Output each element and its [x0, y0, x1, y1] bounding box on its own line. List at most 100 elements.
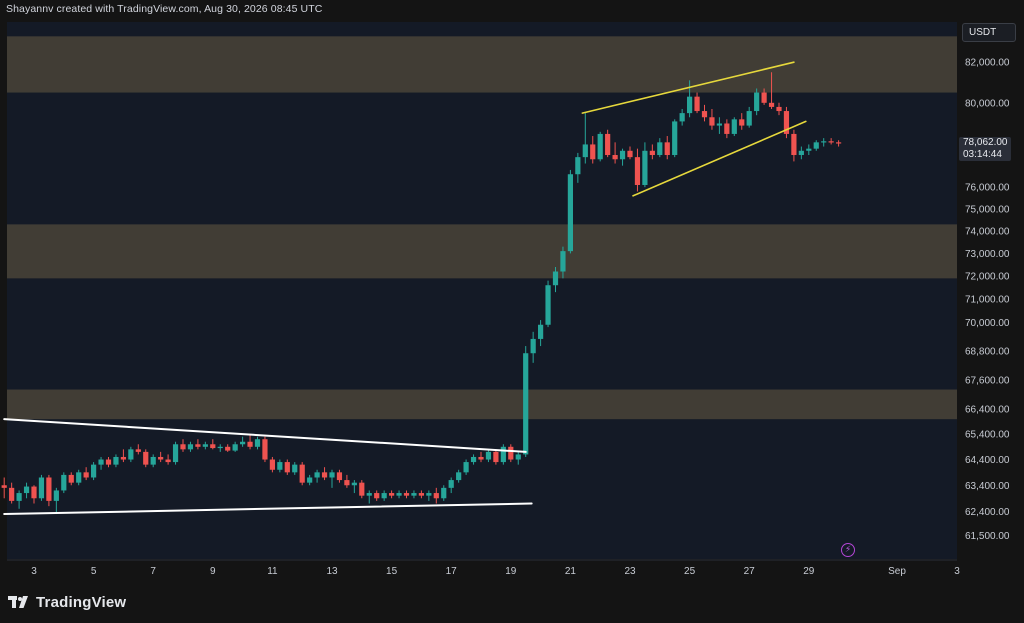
- candle: [694, 92, 700, 114]
- trendlines[interactable]: [3, 61, 807, 516]
- candle-body: [217, 446, 223, 449]
- candle-body: [210, 444, 216, 449]
- candle: [426, 490, 432, 501]
- candle-body: [612, 155, 618, 160]
- candle: [649, 144, 655, 160]
- candle: [478, 451, 484, 463]
- candle: [731, 117, 737, 137]
- candle: [1, 477, 7, 499]
- time-tick-label: 17: [446, 566, 458, 577]
- candle-body: [619, 150, 626, 160]
- candle: [463, 459, 469, 475]
- candle-body: [68, 474, 74, 483]
- candle-body: [828, 141, 834, 143]
- candle-body: [344, 480, 350, 486]
- time-tick-label: 27: [744, 566, 756, 577]
- candle-body: [83, 472, 89, 478]
- triangle-upper-line[interactable]: [3, 418, 527, 453]
- candle-body: [679, 113, 685, 122]
- price-tick-label: 61,500.00: [965, 531, 1010, 542]
- candle: [500, 444, 506, 465]
- candle-body: [687, 96, 693, 114]
- candle: [277, 459, 283, 473]
- candle: [612, 142, 618, 164]
- candle: [128, 446, 134, 463]
- candle-body: [813, 142, 819, 149]
- candle: [83, 467, 89, 481]
- bar-countdown-label: 03:14:44: [963, 149, 1002, 160]
- candle: [791, 129, 797, 162]
- candle: [634, 148, 641, 192]
- candle-body: [500, 446, 506, 463]
- candle-body: [277, 462, 283, 470]
- candle-body: [158, 456, 164, 460]
- candle: [381, 490, 387, 501]
- candle: [411, 490, 417, 499]
- time-tick-label: 29: [803, 566, 815, 577]
- candle: [105, 456, 112, 468]
- candle-body: [61, 474, 67, 491]
- candle-body: [798, 150, 804, 156]
- candle-body: [232, 444, 238, 451]
- candle-body: [582, 144, 588, 158]
- candle-body: [195, 444, 201, 447]
- candle-body: [493, 451, 499, 463]
- candle: [262, 436, 268, 463]
- price-tick-label: 63,400.00: [965, 481, 1010, 492]
- price-tick-label: 68,800.00: [965, 346, 1010, 357]
- candle-body: [329, 472, 335, 478]
- candle: [98, 456, 104, 470]
- candle: [701, 104, 708, 122]
- wedge-upper-line[interactable]: [581, 61, 795, 114]
- candle-body: [76, 472, 82, 483]
- price-tick-label: 82,000.00: [965, 58, 1010, 69]
- candle: [403, 490, 410, 499]
- candle: [724, 119, 730, 139]
- time-tick-label: Sep: [888, 566, 906, 577]
- candle: [538, 320, 544, 347]
- candle: [828, 138, 834, 145]
- candle-body: [105, 459, 112, 465]
- candle: [359, 480, 365, 499]
- candle: [754, 88, 760, 116]
- candle-body: [23, 486, 30, 494]
- candle: [232, 441, 238, 452]
- candle: [418, 490, 424, 499]
- candle-body: [269, 459, 275, 470]
- candle: [135, 444, 141, 455]
- candle-body: [470, 456, 477, 463]
- time-axis[interactable]: 3 5 7 9 11 13 15 17 19 21 23 25 27 29 Sep 3: [31, 566, 960, 577]
- tradingview-logo-icon: [8, 596, 28, 608]
- flash-icon[interactable]: ⚡: [841, 543, 855, 557]
- wedge-lower-line[interactable]: [632, 120, 807, 197]
- candle: [366, 490, 372, 504]
- candle: [806, 144, 812, 156]
- candle: [225, 444, 231, 452]
- candle-body: [38, 477, 45, 499]
- candle-body: [791, 133, 797, 156]
- candle: [299, 462, 305, 486]
- candle: [165, 454, 171, 465]
- triangle-lower-line[interactable]: [3, 502, 533, 516]
- candle-body: [634, 157, 641, 185]
- candle-body: [605, 133, 611, 156]
- candle-body: [98, 459, 104, 465]
- candle: [53, 487, 59, 515]
- candle-body: [9, 487, 15, 501]
- candle-body: [16, 493, 22, 501]
- candle: [597, 131, 603, 162]
- candle-body: [418, 493, 424, 496]
- tradingview-logo[interactable]: TradingView: [8, 592, 126, 612]
- price-tick-label: 74,000.00: [965, 227, 1010, 238]
- candle-body: [172, 444, 179, 463]
- candle: [61, 472, 67, 494]
- candle: [113, 454, 119, 468]
- price-tick-label: 76,000.00: [965, 183, 1010, 194]
- candle-body: [664, 142, 670, 156]
- time-tick-label: 19: [505, 566, 517, 577]
- price-tick-label: 67,600.00: [965, 375, 1010, 386]
- candle: [470, 454, 477, 465]
- candle: [344, 474, 350, 488]
- currency-badge[interactable]: USDT: [962, 23, 1016, 42]
